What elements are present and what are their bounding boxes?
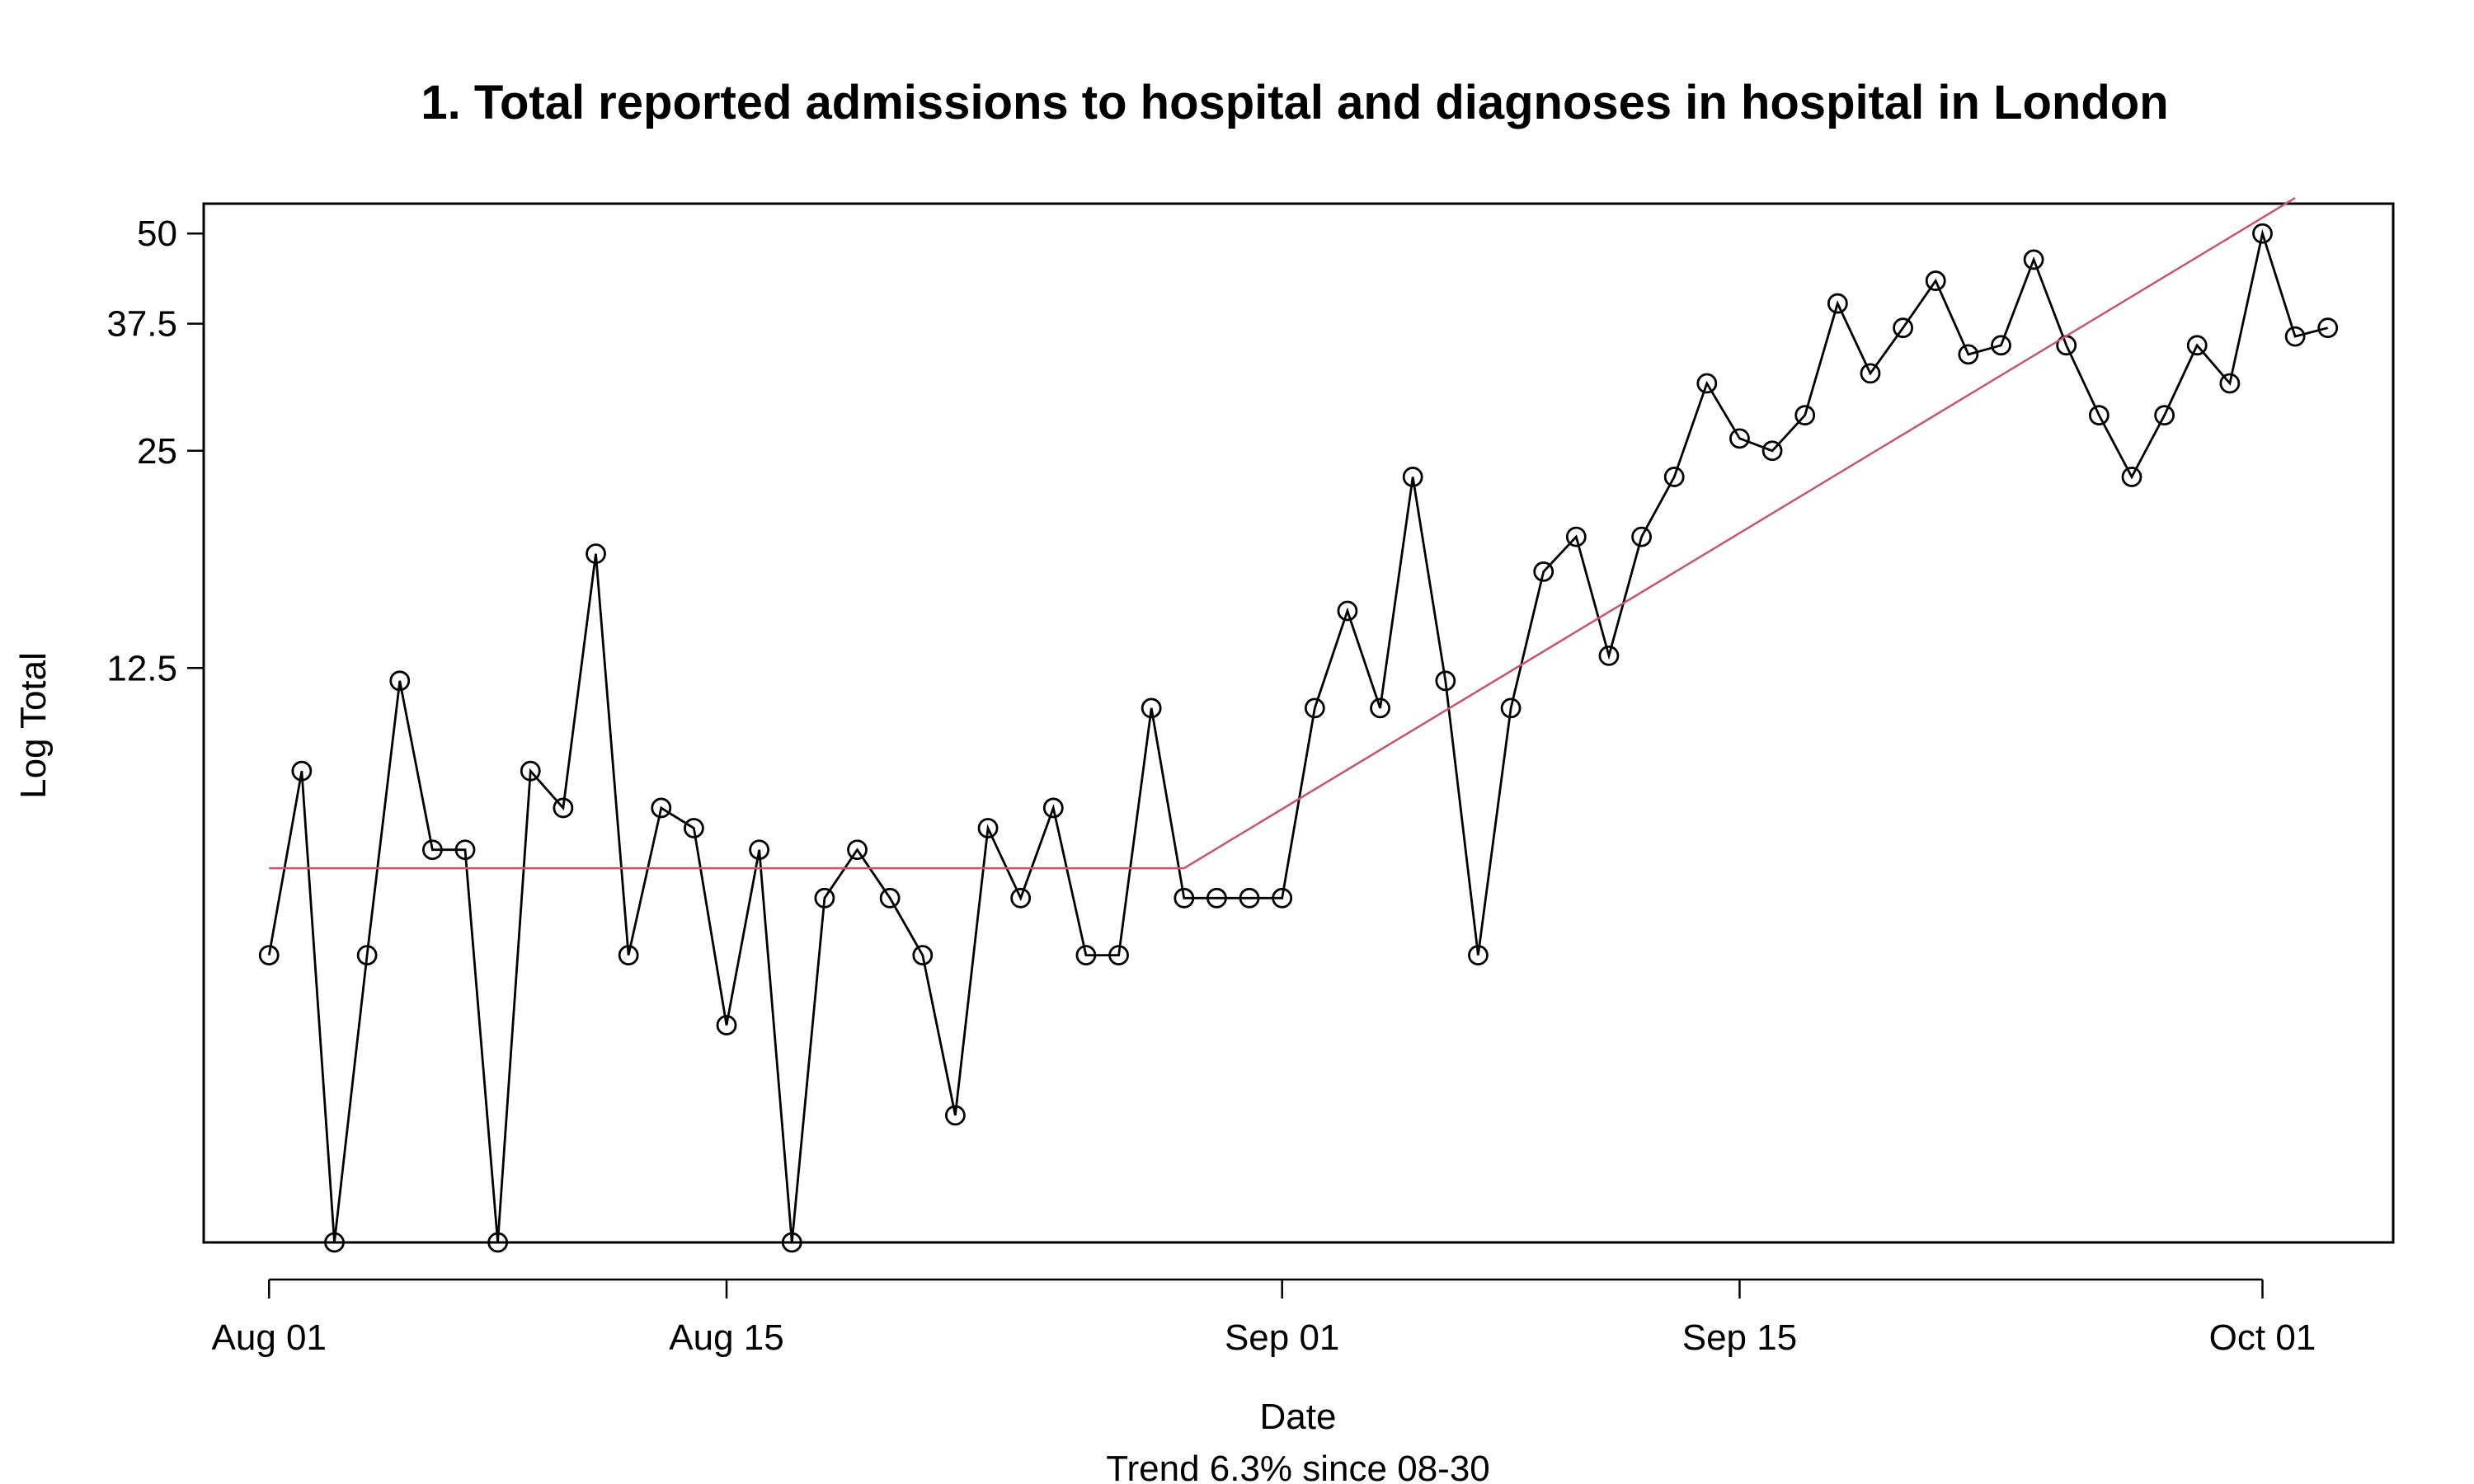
data-point	[553, 797, 574, 819]
data-point	[1598, 645, 1620, 666]
y-tick-label: 25	[137, 431, 177, 472]
data-point	[1663, 467, 1685, 487]
data-point	[1010, 887, 1032, 909]
data-point	[2252, 223, 2273, 244]
data-point	[1370, 697, 1390, 719]
data-point	[389, 670, 411, 692]
data-point	[1827, 293, 1848, 314]
chart-title: 1. Total reported admissions to hospital…	[421, 76, 2168, 129]
data-point	[258, 945, 280, 966]
y-axis-title: Log Total	[13, 652, 54, 799]
data-point	[716, 1015, 737, 1036]
data-point	[1500, 697, 1522, 719]
data-point	[1435, 670, 1456, 692]
data-point	[454, 839, 476, 861]
data-point	[1696, 373, 1718, 394]
data-point	[1565, 526, 1587, 547]
x-axis: Aug 01 Aug 15 Sep 01 Sep 15 Oct 01	[212, 1278, 2316, 1358]
data-point	[2121, 467, 2142, 487]
data-point	[1304, 697, 1325, 719]
data-point	[421, 839, 443, 861]
data-point	[586, 543, 606, 565]
data-point	[684, 818, 704, 838]
data-point	[1860, 363, 1881, 384]
series-line	[267, 228, 2329, 1243]
data-point	[2317, 317, 2339, 339]
data-point	[1533, 561, 1554, 582]
x-axis-title: Date	[1260, 1397, 1337, 1437]
data-point	[945, 1105, 966, 1126]
data-point	[2186, 335, 2208, 356]
data-point	[1925, 270, 1946, 291]
x-tick-label: Oct 01	[2209, 1317, 2316, 1358]
x-tick-label: Sep 15	[1682, 1317, 1797, 1358]
data-point	[487, 1232, 509, 1253]
x-tick-label: Sep 01	[1225, 1317, 1339, 1358]
data-point	[879, 887, 901, 909]
y-tick-label: 12.5	[106, 648, 177, 688]
data-point	[1729, 428, 1750, 449]
y-tick-label: 37.5	[106, 304, 177, 345]
y-tick-label: 50	[137, 214, 177, 254]
x-tick-label: Aug 01	[212, 1317, 327, 1358]
data-point	[291, 760, 313, 782]
data-point	[1239, 887, 1260, 909]
data-point	[781, 1232, 802, 1253]
data-point	[2219, 373, 2241, 394]
data-point	[356, 945, 378, 966]
data-point	[1108, 945, 1129, 966]
data-point	[1631, 526, 1652, 547]
trend-subtitle: Trend 6.3% since 08-30	[1106, 1449, 1490, 1484]
data-point	[2023, 249, 2044, 270]
data-point	[1272, 887, 1293, 909]
data-point	[1794, 405, 1816, 426]
data-point	[618, 945, 639, 966]
data-point	[1141, 697, 1162, 719]
series-layer	[258, 197, 2339, 1253]
data-point	[1402, 467, 1423, 487]
data-point	[977, 818, 999, 838]
y-axis: 12.5 25 37.5 50	[106, 214, 204, 688]
data-point	[2154, 405, 2175, 426]
data-point	[814, 887, 835, 909]
data-point	[2088, 405, 2109, 426]
data-point	[749, 839, 770, 861]
data-point	[324, 1232, 345, 1253]
data-point	[1468, 945, 1489, 966]
data-point	[651, 797, 672, 819]
x-tick-label: Aug 15	[669, 1317, 783, 1358]
trend-line	[269, 197, 2296, 870]
plot-frame	[202, 202, 2395, 1244]
data-point	[912, 945, 934, 966]
data-point	[1075, 945, 1097, 966]
data-point	[2284, 326, 2306, 347]
data-point	[1991, 335, 2011, 356]
data-point	[1958, 344, 1979, 365]
data-point	[1893, 317, 1913, 339]
data-point	[1761, 440, 1783, 462]
data-point	[847, 839, 868, 861]
data-point	[520, 760, 541, 782]
data-point	[1042, 797, 1064, 819]
data-point	[1206, 887, 1227, 909]
data-point	[1174, 887, 1195, 909]
data-point	[1337, 600, 1358, 622]
